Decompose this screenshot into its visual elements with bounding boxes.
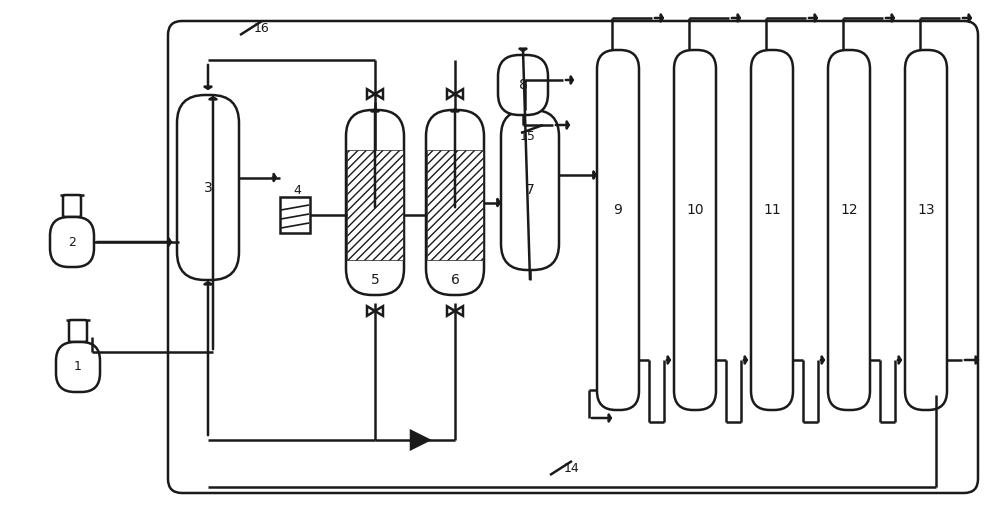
Polygon shape [411,431,429,449]
Polygon shape [367,89,375,99]
Text: 15: 15 [520,130,536,144]
Bar [347,150,403,260]
Bar [280,197,310,233]
Text: 8: 8 [519,78,527,92]
FancyBboxPatch shape [63,195,81,217]
Text: 4: 4 [293,183,301,197]
Text: 6: 6 [451,273,459,287]
FancyBboxPatch shape [828,50,870,410]
Text: 14: 14 [564,461,580,474]
FancyBboxPatch shape [597,50,639,410]
FancyBboxPatch shape [501,110,559,270]
Polygon shape [375,89,383,99]
Text: 3: 3 [204,180,212,195]
Text: 11: 11 [763,203,781,217]
Text: 13: 13 [917,203,935,217]
FancyBboxPatch shape [50,217,94,267]
FancyBboxPatch shape [674,50,716,410]
Polygon shape [367,306,375,316]
FancyBboxPatch shape [168,21,978,493]
Text: 16: 16 [254,22,270,35]
FancyBboxPatch shape [751,50,793,410]
Text: 10: 10 [686,203,704,217]
FancyBboxPatch shape [56,342,100,392]
Polygon shape [447,306,455,316]
FancyBboxPatch shape [177,95,239,280]
Text: 12: 12 [840,203,858,217]
FancyBboxPatch shape [69,320,87,342]
Bar [427,150,483,260]
Text: 1: 1 [74,360,82,373]
Text: 2: 2 [68,235,76,249]
Polygon shape [455,306,463,316]
FancyBboxPatch shape [498,55,548,115]
Text: 7: 7 [526,183,534,197]
FancyBboxPatch shape [905,50,947,410]
Polygon shape [447,89,455,99]
FancyBboxPatch shape [426,110,484,295]
Polygon shape [375,306,383,316]
Text: 5: 5 [371,273,379,287]
Polygon shape [455,89,463,99]
FancyBboxPatch shape [346,110,404,295]
Text: 9: 9 [614,203,622,217]
